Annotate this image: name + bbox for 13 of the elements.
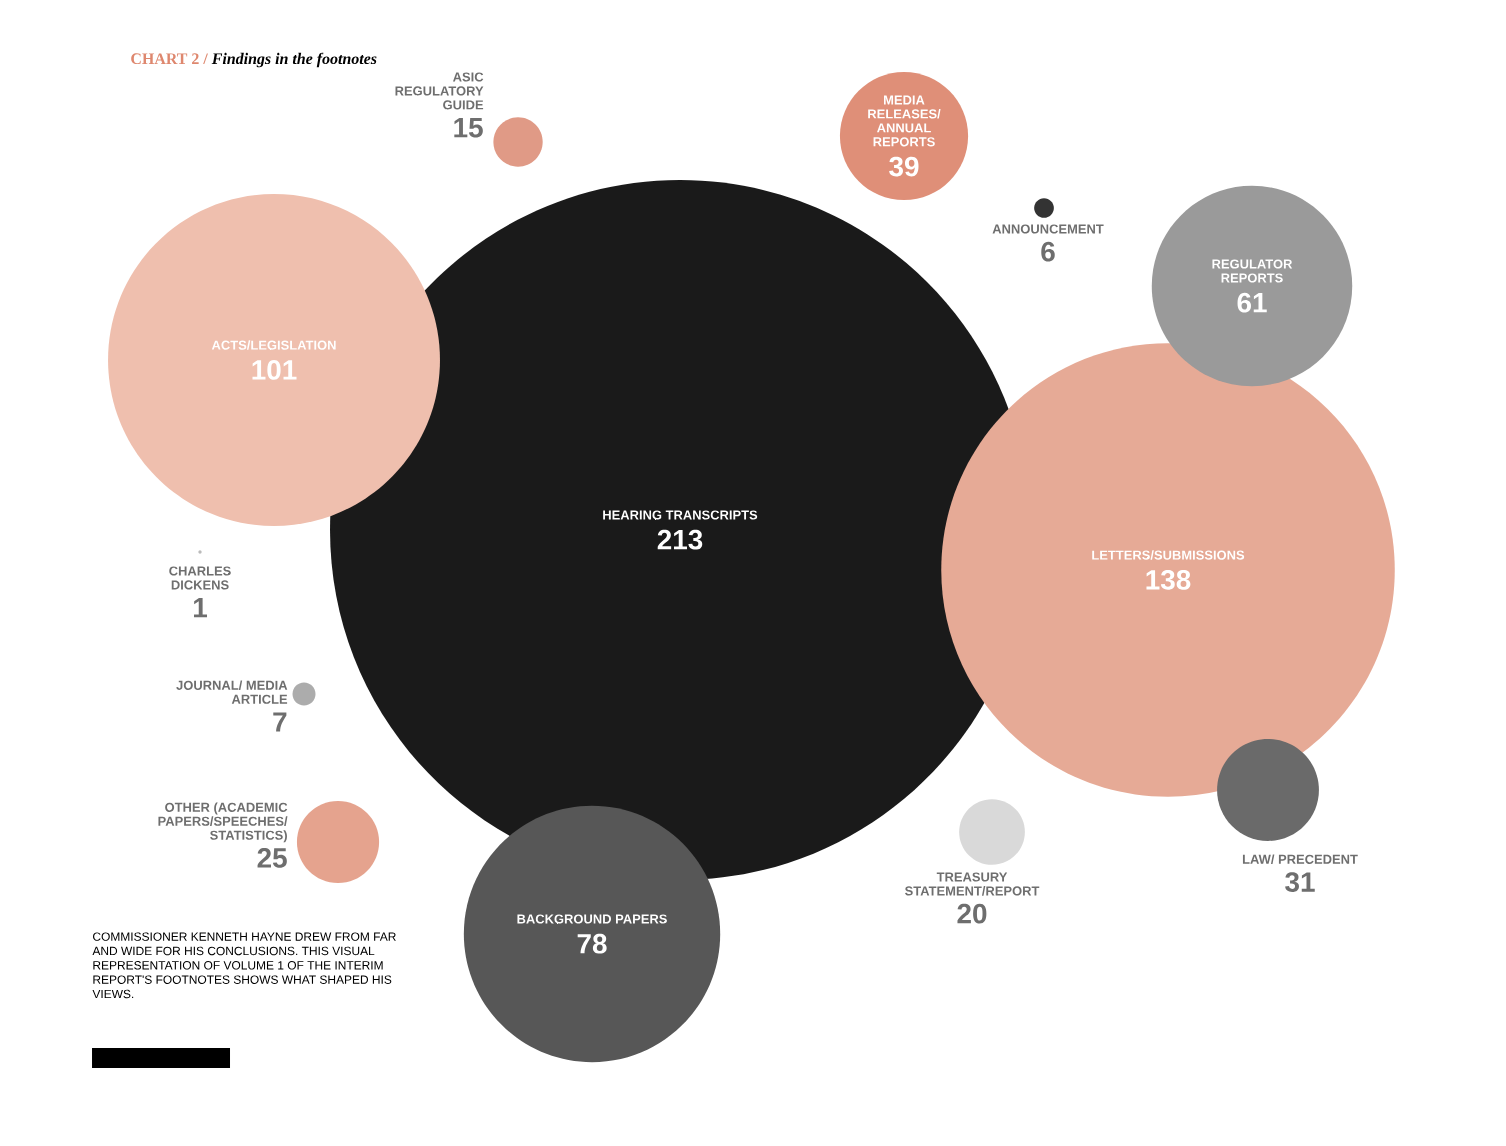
data-label: 20 bbox=[957, 903, 987, 924]
data-label: 31 bbox=[1285, 872, 1315, 892]
data-label: 15 bbox=[454, 118, 483, 138]
data-label: 1 bbox=[194, 598, 208, 618]
data-label: 39 bbox=[889, 156, 919, 177]
data-label: 213 bbox=[657, 529, 703, 550]
data-label: 61 bbox=[1237, 292, 1267, 313]
data-label: 101 bbox=[252, 359, 297, 380]
data-label: 7 bbox=[273, 712, 287, 732]
data-label: 78 bbox=[577, 933, 607, 954]
data-label: 6 bbox=[1041, 241, 1055, 262]
data-label: 138 bbox=[1146, 569, 1191, 590]
data-label: 25 bbox=[257, 848, 287, 868]
